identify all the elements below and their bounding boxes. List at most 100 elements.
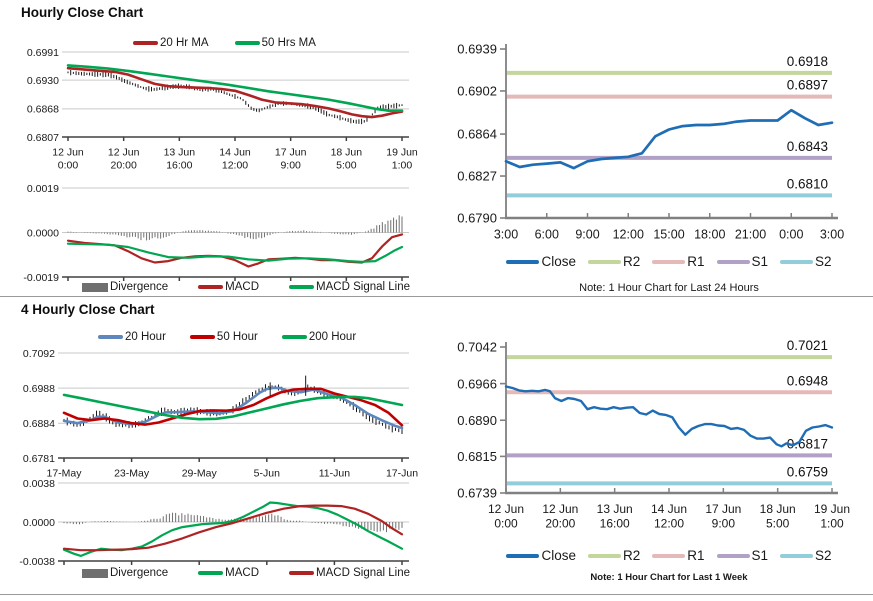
- x-tick-label: 17-Jun: [386, 468, 418, 480]
- legend-label: 20 Hr MA: [160, 37, 209, 49]
- series-200 Hour: [62, 393, 404, 421]
- legend-label: S2: [815, 548, 832, 563]
- legend-item-s2: S2: [780, 254, 832, 269]
- series-Divergence-bars: [67, 215, 403, 241]
- red-line-swatch-icon: [133, 41, 158, 45]
- y-tick-label: -0.0019: [23, 272, 59, 284]
- legend-label: 50 Hrs MA: [261, 37, 316, 49]
- series-MACD: [62, 501, 404, 557]
- x-tick-label: 13 Jun 16:00: [164, 147, 196, 172]
- x-tick-label: 29-May: [182, 468, 218, 480]
- x-tick-label: 17-May: [46, 468, 82, 480]
- x-tick-label: 17 Jun 9:00: [705, 502, 741, 531]
- gray-bar-swatch-icon: [82, 282, 108, 292]
- legend-item-macd-signal: MACD Signal Line: [289, 281, 410, 293]
- x-tick-label: 0:00: [779, 228, 803, 242]
- x-tick-label: 18 Jun 5:00: [760, 502, 796, 531]
- section-divider: [0, 296, 873, 297]
- s1-line-swatch-icon: [716, 259, 750, 264]
- y-tick-label: 0.0038: [23, 478, 55, 490]
- level-label-S1: 0.6843: [787, 139, 828, 154]
- y-tick-label: 0.0000: [27, 227, 59, 239]
- legend-item-r2: R2: [587, 548, 641, 563]
- red-line-swatch-icon: [289, 571, 315, 575]
- s1-line-swatch-icon: [716, 553, 750, 558]
- series-20 Hr MA: [66, 66, 404, 119]
- legend-label: R1: [687, 548, 705, 563]
- hourly-section-title: Hourly Close Chart: [21, 5, 144, 20]
- legend-label: MACD: [225, 567, 260, 579]
- hourly-price-legend: 20 Hr MA 50 Hrs MA: [133, 37, 316, 49]
- four-hourly-price-chart: 0.7092 0.6988 0.6884 0.6781 17-May 23-May 29-M…: [23, 348, 418, 480]
- legend-label: R2: [622, 548, 641, 563]
- y-tick-label: 0.7092: [23, 348, 55, 360]
- x-tick-label: 17 Jun 9:00: [275, 147, 307, 172]
- hourly-price-chart: 0.6991 0.6930 0.6868 0.6807 12 Jun 0:00 12 Jun…: [27, 47, 418, 172]
- x-tick-label: 14 Jun 12:00: [651, 502, 687, 531]
- series-MACD Signal Line: [62, 504, 404, 552]
- legend-item-r1: R1: [652, 254, 705, 269]
- y-tick-label: 0.6781: [23, 453, 55, 465]
- level-label-R1: 0.6897: [787, 78, 828, 93]
- level-label-R2: 0.7021: [787, 338, 828, 353]
- legend-item-20-hour: 20 Hour: [98, 331, 166, 343]
- x-tick-label: 12 Jun 0:00: [52, 147, 84, 172]
- legend-label: MACD: [225, 281, 260, 293]
- legend-label: Close: [541, 548, 576, 563]
- x-tick-label: 14 Jun 12:00: [219, 147, 251, 172]
- x-tick-label: 3:00: [820, 228, 844, 242]
- red-line-swatch-icon: [189, 335, 215, 339]
- blue-line-swatch-icon: [506, 259, 540, 264]
- series-Divergence-bars: [63, 512, 403, 533]
- y-tick-label: 0.7042: [457, 340, 497, 355]
- y-tick-label: 0.6827: [457, 169, 497, 184]
- legend-label: Divergence: [110, 567, 169, 579]
- y-tick-label: 0.6966: [457, 376, 497, 391]
- hourly-macd-chart: 0.0019 0.0000 -0.0019: [23, 183, 409, 284]
- bottom-divider: [0, 594, 873, 595]
- gray-bar-swatch-icon: [82, 568, 108, 578]
- x-tick-label: 19 Jun 1:00: [386, 147, 418, 172]
- y-tick-label: 0.0000: [23, 517, 55, 529]
- legend-label: R1: [687, 254, 705, 269]
- hourly-pivot-levels-chart: 0.6939 0.6902 0.6864 0.6827 0.6790 3:00 6:00 9:…: [457, 42, 844, 242]
- legend-item-divergence: Divergence: [82, 567, 168, 579]
- green-line-swatch-icon: [289, 285, 315, 289]
- x-tick-label: 18:00: [694, 228, 725, 242]
- legend-item-s1: S1: [716, 254, 768, 269]
- y-tick-label: 0.0019: [27, 183, 59, 195]
- legend-item-divergence: Divergence: [82, 281, 168, 293]
- weekly-levels-note: Note: 1 Hour Chart for Last 1 Week: [590, 572, 748, 583]
- y-tick-label: 0.6902: [457, 84, 497, 99]
- r2-line-swatch-icon: [587, 259, 621, 264]
- x-tick-label: 19 Jun 1:00: [814, 502, 850, 531]
- legend-label: 20 Hour: [125, 331, 166, 343]
- x-tick-label: 12 Jun 20:00: [108, 147, 140, 172]
- legend-label: Divergence: [110, 281, 169, 293]
- hourly-levels-note: Note: 1 Hour Chart for Last 24 Hours: [579, 282, 759, 294]
- series-MACD Signal Line: [66, 242, 404, 263]
- level-label-S2: 0.6810: [787, 176, 828, 191]
- four-hourly-macd-legend: Divergence MACD MACD Signal Line: [82, 567, 410, 579]
- legend-label: MACD Signal Line: [316, 281, 411, 293]
- x-tick-label: 12:00: [613, 228, 644, 242]
- legend-item-200-hour: 200 Hour: [281, 331, 356, 343]
- r1-line-swatch-icon: [652, 553, 686, 558]
- green-line-swatch-icon: [198, 571, 224, 575]
- x-tick-label: 21:00: [735, 228, 766, 242]
- y-tick-label: 0.6939: [457, 42, 497, 57]
- y-tick-label: 0.6790: [457, 211, 497, 226]
- r1-line-swatch-icon: [652, 259, 686, 264]
- s2-line-swatch-icon: [780, 259, 814, 264]
- legend-item-s2: S2: [780, 548, 832, 563]
- weekly-levels-legend: Close R2 R1 S1 S2: [506, 548, 832, 563]
- s2-line-swatch-icon: [780, 553, 814, 558]
- x-tick-label: 11-Jun: [319, 468, 350, 480]
- x-tick-label: 23-May: [114, 468, 150, 480]
- x-tick-label: 18 Jun 5:00: [331, 147, 363, 172]
- hourly-levels-legend: Close R2 R1 S1 S2: [506, 254, 832, 269]
- legend-item-50-hour: 50 Hour: [189, 331, 258, 343]
- level-label-S1: 0.6817: [787, 436, 828, 451]
- green-line-swatch-icon: [234, 41, 260, 45]
